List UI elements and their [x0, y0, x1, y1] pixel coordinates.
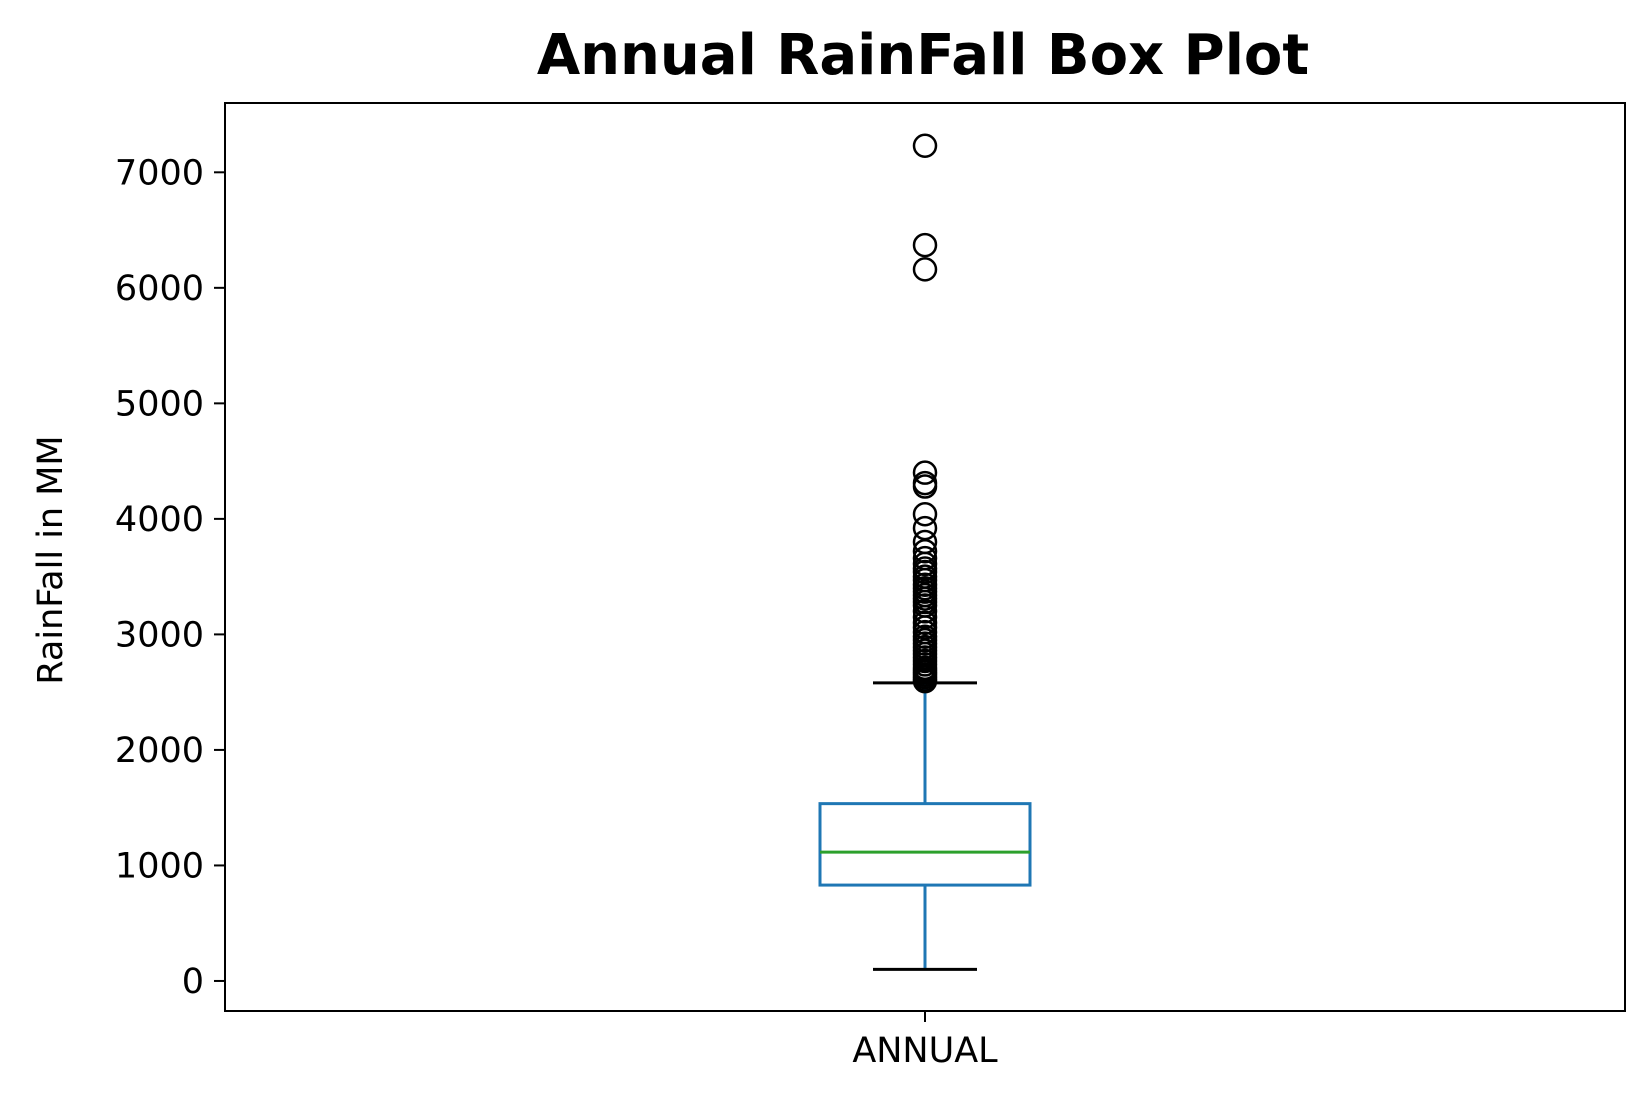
outlier-point	[912, 502, 938, 527]
outlier-point	[912, 257, 938, 282]
box-annual	[818, 681, 1032, 971]
y-tick-label: 1000	[115, 846, 204, 886]
x-tick-label: ANNUAL	[852, 1031, 998, 1071]
outlier-point	[912, 474, 938, 499]
outliers	[912, 133, 938, 694]
y-tick-label: 3000	[115, 615, 204, 655]
y-tick-label: 4000	[115, 500, 204, 540]
iqr-box	[818, 802, 1032, 887]
y-tick-label: 7000	[115, 153, 204, 193]
y-tick-label: 5000	[115, 384, 204, 424]
outlier-point	[912, 133, 938, 158]
y-axis-label: RainFall in MM	[31, 435, 71, 684]
y-tick-label: 2000	[115, 731, 204, 771]
y-tick-label: 6000	[115, 269, 204, 309]
y-axis: 0 1000 2000 3000 4000 5000 6000 7000	[115, 153, 225, 1002]
y-tick-label: 0	[182, 962, 204, 1002]
chart-title: Annual RainFall Box Plot	[537, 23, 1309, 88]
outlier-point	[912, 668, 938, 694]
outlier-point	[912, 232, 938, 258]
x-axis: ANNUAL	[852, 1011, 998, 1071]
outlier-point	[912, 460, 938, 485]
